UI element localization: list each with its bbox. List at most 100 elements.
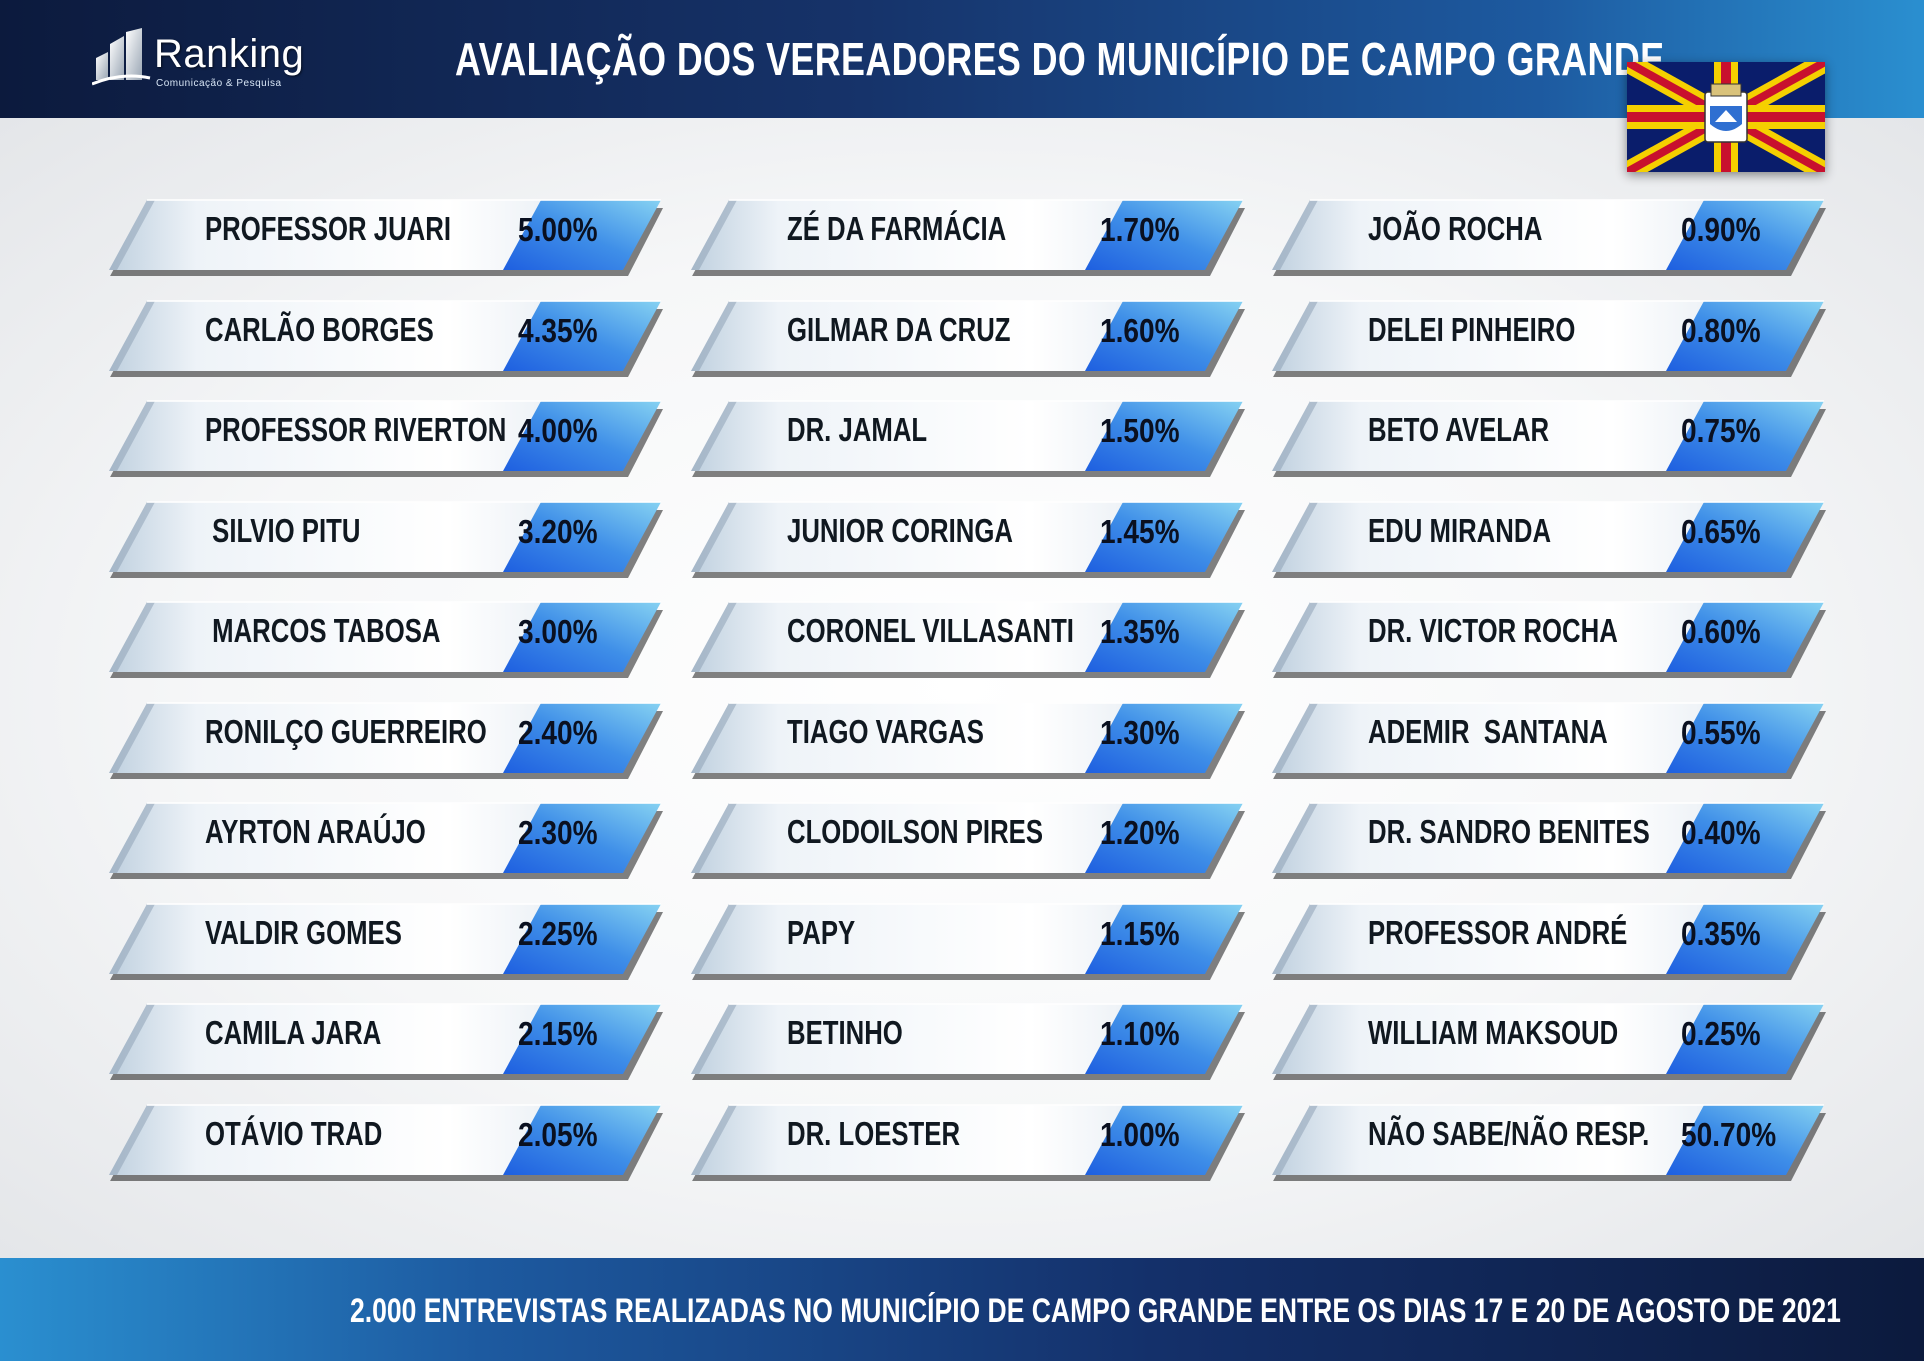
candidate-percentage: 2.40%	[518, 713, 598, 751]
ribbon-shape	[1272, 400, 1826, 477]
footer-note: 2.000 ENTREVISTAS REALIZADAS NO MUNICÍPI…	[350, 1292, 1841, 1330]
candidate-percentage: 1.70%	[1100, 211, 1180, 248]
candidate-name: AYRTON ARAÚJO	[205, 813, 426, 850]
ranking-row: EDU MIRANDA 0.65%	[1268, 494, 1828, 578]
candidate-percentage: 0.65%	[1681, 512, 1761, 550]
ranking-row: PROFESSOR JUARI 5.00%	[105, 192, 665, 276]
candidate-percentage: 1.15%	[1100, 914, 1180, 952]
ranking-row: ADEMIR SANTANA 0.55%	[1268, 695, 1828, 779]
ribbon-shape	[691, 1103, 1245, 1181]
candidate-name: RONILÇO GUERREIRO	[205, 712, 487, 750]
logo-name: Ranking	[154, 32, 305, 76]
ribbon-shape	[691, 601, 1245, 678]
ranking-logo: Ranking Comunicação & Pesquisa	[92, 28, 322, 92]
ribbon-shape	[1272, 299, 1826, 377]
ranking-row: CAMILA JARA 2.15%	[105, 996, 665, 1080]
candidate-percentage: 50.70%	[1681, 1115, 1777, 1153]
ranking-row: JOÃO ROCHA 0.90%	[1268, 192, 1828, 276]
ribbon-shape	[1272, 199, 1826, 276]
candidate-name: MARCOS TABOSA	[205, 612, 441, 649]
footer-banner: 2.000 ENTREVISTAS REALIZADAS NO MUNICÍPI…	[0, 1258, 1924, 1361]
ribbon-shape	[109, 199, 663, 276]
candidate-name: DR. JAMAL	[787, 411, 928, 448]
ranking-row: DELEI PINHEIRO 0.80%	[1268, 293, 1828, 377]
candidate-percentage: 2.05%	[518, 1115, 598, 1153]
candidate-percentage: 4.35%	[518, 311, 598, 349]
ribbon-shape	[109, 701, 663, 779]
ribbon-shape	[1272, 802, 1826, 879]
candidate-percentage: 4.00%	[518, 412, 598, 449]
ranking-board	[0, 118, 1924, 1258]
candidate-percentage: 3.20%	[518, 512, 598, 550]
building-icon	[92, 28, 151, 86]
candidate-percentage: 1.50%	[1100, 412, 1180, 449]
candidate-name: DR. VICTOR ROCHA	[1368, 612, 1618, 649]
ribbon-shape	[109, 601, 663, 678]
candidate-percentage: 1.30%	[1100, 713, 1180, 751]
ranking-row: BETINHO 1.10%	[687, 996, 1247, 1080]
candidate-percentage: 0.90%	[1681, 211, 1761, 248]
ranking-row: DR. SANDRO BENITES 0.40%	[1268, 795, 1828, 879]
candidate-name: JOÃO ROCHA	[1368, 210, 1543, 247]
logo-tagline: Comunicação & Pesquisa	[156, 78, 282, 89]
ribbon-shape	[109, 500, 663, 578]
candidate-name: ADEMIR SANTANA	[1368, 712, 1608, 750]
candidate-percentage: 1.60%	[1100, 311, 1180, 349]
ribbon-shape	[1272, 1003, 1826, 1080]
campo-grande-flag	[1622, 53, 1830, 181]
candidate-percentage: 5.00%	[518, 211, 598, 248]
ranking-row: CLODOILSON PIRES 1.20%	[687, 795, 1247, 879]
candidate-name: DR. LOESTER	[787, 1114, 961, 1152]
candidate-name: DELEI PINHEIRO	[1368, 310, 1576, 348]
ribbon-shape	[691, 701, 1245, 779]
ranking-row: DR. JAMAL 1.50%	[687, 393, 1247, 477]
candidate-percentage: 0.40%	[1681, 814, 1761, 851]
ranking-row: PROFESSOR ANDRÉ 0.35%	[1268, 896, 1828, 980]
ranking-row: DR. LOESTER 1.00%	[687, 1097, 1247, 1181]
candidate-name: PROFESSOR ANDRÉ	[1368, 913, 1628, 951]
ranking-row: CORONEL VILLASANTI 1.35%	[687, 594, 1247, 678]
candidate-name: BETINHO	[787, 1014, 903, 1051]
header-banner: Ranking Comunicação & Pesquisa AVALIAÇÃO…	[0, 0, 1924, 118]
candidate-percentage: 1.00%	[1100, 1115, 1180, 1153]
candidate-percentage: 1.20%	[1100, 814, 1180, 851]
candidate-percentage: 2.30%	[518, 814, 598, 851]
ribbon-shape	[109, 1003, 663, 1080]
candidate-name: CORONEL VILLASANTI	[787, 612, 1074, 649]
candidate-name: SILVIO PITU	[205, 511, 361, 549]
ribbon-shape	[691, 902, 1245, 980]
ranking-row: AYRTON ARAÚJO 2.30%	[105, 795, 665, 879]
candidate-name: GILMAR DA CRUZ	[787, 310, 1011, 348]
ranking-row: BETO AVELAR 0.75%	[1268, 393, 1828, 477]
ranking-row: TIAGO VARGAS 1.30%	[687, 695, 1247, 779]
candidate-percentage: 2.25%	[518, 914, 598, 952]
ranking-row: WILLIAM MAKSOUD 0.25%	[1268, 996, 1828, 1080]
candidate-name: TIAGO VARGAS	[787, 712, 984, 750]
candidate-percentage: 1.10%	[1100, 1015, 1180, 1052]
ribbon-shape	[691, 199, 1245, 276]
ribbon-shape	[691, 1003, 1245, 1080]
ribbon-shape	[691, 299, 1245, 377]
candidate-name: VALDIR GOMES	[205, 913, 402, 951]
candidate-percentage: 0.25%	[1681, 1015, 1761, 1052]
ranking-row: MARCOS TABOSA 3.00%	[105, 594, 665, 678]
ranking-row: GILMAR DA CRUZ 1.60%	[687, 293, 1247, 377]
ranking-row: PAPY 1.15%	[687, 896, 1247, 980]
candidate-name: NÃO SABE/NÃO RESP.	[1368, 1114, 1650, 1152]
ribbon-shape	[1272, 601, 1826, 678]
ribbon-shape	[109, 400, 663, 477]
ribbon-shape	[109, 802, 663, 879]
candidate-percentage: 1.45%	[1100, 512, 1180, 550]
ranking-row: ZÉ DA FARMÁCIA 1.70%	[687, 192, 1247, 276]
ranking-row: VALDIR GOMES 2.25%	[105, 896, 665, 980]
candidate-name: PAPY	[787, 913, 856, 951]
ribbon-shape	[1272, 902, 1826, 980]
ranking-row: OTÁVIO TRAD 2.05%	[105, 1097, 665, 1181]
candidate-name: JUNIOR CORINGA	[787, 511, 1013, 549]
ribbon-shape	[691, 500, 1245, 578]
ranking-row: NÃO SABE/NÃO RESP. 50.70%	[1268, 1097, 1828, 1181]
candidate-percentage: 3.00%	[518, 613, 598, 650]
candidate-name: OTÁVIO TRAD	[205, 1114, 383, 1152]
ribbon-shape	[691, 802, 1245, 879]
candidate-name: DR. SANDRO BENITES	[1368, 813, 1650, 850]
